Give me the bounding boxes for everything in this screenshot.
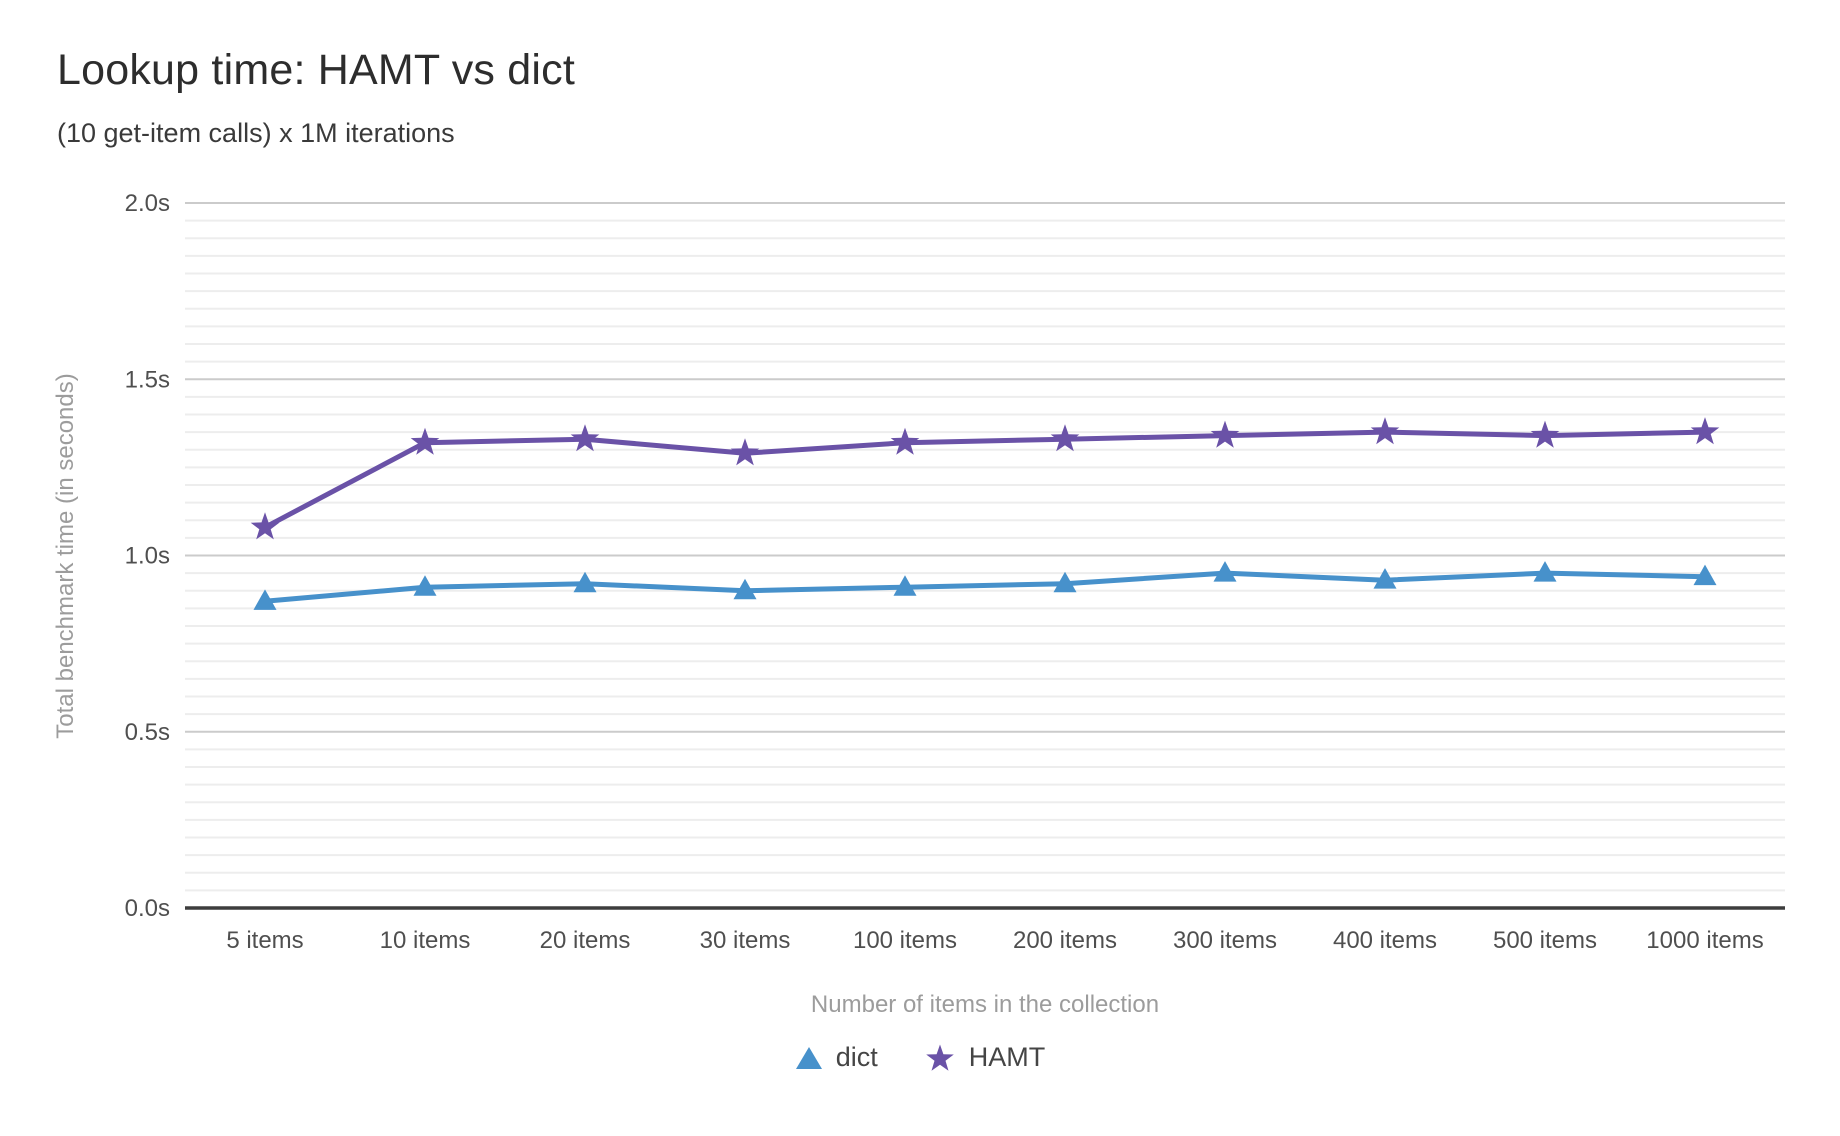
x-tick-label: 10 items	[380, 927, 471, 954]
legend-label-hamt: HAMT	[968, 1042, 1046, 1072]
triangle-marker-icon	[795, 1046, 822, 1069]
dict-line	[262, 570, 1708, 604]
hamt-point-2	[570, 424, 600, 452]
hamt-point-3	[730, 438, 760, 466]
gridlines-major	[185, 202, 1785, 733]
x-tick-label: 5 items	[226, 927, 303, 954]
hamt-line	[262, 429, 1708, 530]
x-tick-label: 500 items	[1493, 927, 1597, 954]
dict-point-3	[733, 578, 757, 600]
dict-point-4	[893, 575, 917, 596]
dict-point-0	[253, 589, 277, 610]
y-tick-label: 0.0s	[125, 895, 170, 922]
hamt-point-0	[250, 512, 280, 540]
dict-point-9	[1693, 564, 1717, 586]
x-tick-label: 30 items	[700, 927, 791, 954]
legend-item-dict[interactable]: dict	[795, 1042, 878, 1073]
dict-point-5	[1053, 571, 1077, 593]
y-tick-label: 2.0s	[125, 190, 170, 217]
chart-title: Lookup time: HAMT vs dict	[57, 46, 575, 94]
hamt-point-6	[1210, 420, 1240, 448]
dict-point-8	[1533, 561, 1557, 582]
star-marker-icon	[925, 1044, 954, 1071]
hamt-point-9	[1690, 417, 1720, 445]
dict-point-1	[413, 575, 437, 596]
dict-point-2	[573, 571, 597, 593]
hamt-point-8	[1530, 420, 1560, 448]
legend-item-hamt[interactable]: HAMT	[924, 1042, 1046, 1073]
y-tick-labels: 0.0s 0.5s 1.0s 1.5s 2.0s	[125, 190, 170, 922]
hamt-point-4	[890, 427, 920, 455]
hamt-point-1	[410, 427, 440, 455]
y-tick-label: 0.5s	[125, 719, 170, 746]
legend: dict HAMT	[0, 1042, 1840, 1073]
triangle-glyph	[795, 1046, 822, 1069]
series-hamt	[250, 417, 1720, 540]
dict-point-7	[1373, 568, 1397, 589]
gridlines-minor	[185, 219, 1785, 892]
x-tick-label: 100 items	[853, 927, 957, 954]
x-tick-label: 200 items	[1013, 927, 1117, 954]
hamt-point-5	[1050, 424, 1080, 452]
x-tick-label: 1000 items	[1646, 927, 1763, 954]
x-tick-labels: 5 items 10 items 20 items 30 items 100 items…	[226, 927, 1763, 954]
x-tick-label: 300 items	[1173, 927, 1277, 954]
x-tick-label: 20 items	[540, 927, 631, 954]
y-tick-label: 1.0s	[125, 543, 170, 570]
hamt-point-7	[1370, 417, 1400, 445]
dict-point-6	[1213, 561, 1237, 582]
x-axis-title: Number of items in the collection	[810, 991, 1160, 1018]
star-glyph	[925, 1044, 954, 1071]
y-tick-label: 1.5s	[125, 366, 170, 393]
legend-label-dict: dict	[835, 1042, 878, 1072]
x-tick-label: 400 items	[1333, 927, 1437, 954]
chart-subtitle: (10 get-item calls) x 1M iterations	[57, 118, 455, 148]
series-dict	[253, 561, 1717, 610]
